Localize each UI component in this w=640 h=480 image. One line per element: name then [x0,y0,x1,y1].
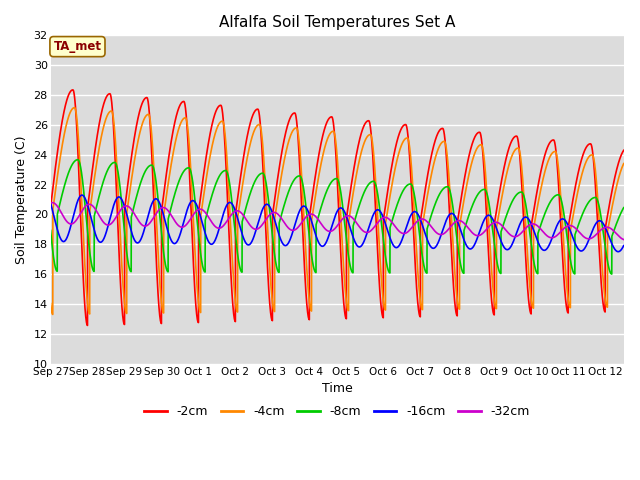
-8cm [74,157,81,163]
-4cm [420,216,428,221]
Title: Alfalfa Soil Temperatures Set A: Alfalfa Soil Temperatures Set A [219,15,455,30]
Line: -4cm: -4cm [51,108,624,314]
-16cm [474,232,482,238]
-4cm [266,265,274,271]
-32cm [151,213,159,218]
-8cm [518,189,525,195]
-16cm [420,225,428,231]
-16cm [151,196,159,202]
-2cm [420,198,428,204]
-32cm [266,212,273,217]
Text: TA_met: TA_met [54,40,102,53]
-16cm [518,217,525,223]
Y-axis label: Soil Temperature (C): Soil Temperature (C) [15,135,28,264]
-32cm [620,237,628,242]
-4cm [49,312,56,317]
-16cm [614,249,622,254]
-16cm [78,192,86,198]
Legend: -2cm, -4cm, -8cm, -16cm, -32cm: -2cm, -4cm, -8cm, -16cm, -32cm [139,400,535,423]
-2cm [475,130,483,135]
-4cm [475,144,483,149]
-4cm [518,168,526,174]
-8cm [47,228,54,233]
-4cm [70,105,78,110]
-32cm [474,233,482,239]
-4cm [390,168,398,174]
-2cm [47,204,54,210]
Line: -2cm: -2cm [51,90,624,325]
-16cm [47,201,54,206]
-8cm [420,260,428,266]
-32cm [420,216,428,222]
-2cm [84,323,92,328]
-8cm [608,271,616,277]
Line: -8cm: -8cm [51,160,624,274]
-8cm [620,205,628,211]
-8cm [390,210,398,216]
-4cm [620,161,628,167]
-2cm [518,186,526,192]
-16cm [266,204,273,210]
Line: -16cm: -16cm [51,195,624,252]
-4cm [151,186,159,192]
-2cm [151,225,159,231]
X-axis label: Time: Time [322,382,353,395]
-2cm [266,301,274,307]
-2cm [390,149,398,155]
-8cm [474,191,482,197]
-16cm [390,244,398,250]
-2cm [620,147,628,153]
-8cm [266,208,273,214]
-2cm [69,87,77,93]
Line: -32cm: -32cm [51,203,624,240]
-32cm [518,229,525,235]
-32cm [47,200,54,206]
-4cm [47,301,54,307]
-32cm [390,223,398,228]
-32cm [49,200,56,205]
-8cm [151,170,159,176]
-16cm [620,243,628,249]
